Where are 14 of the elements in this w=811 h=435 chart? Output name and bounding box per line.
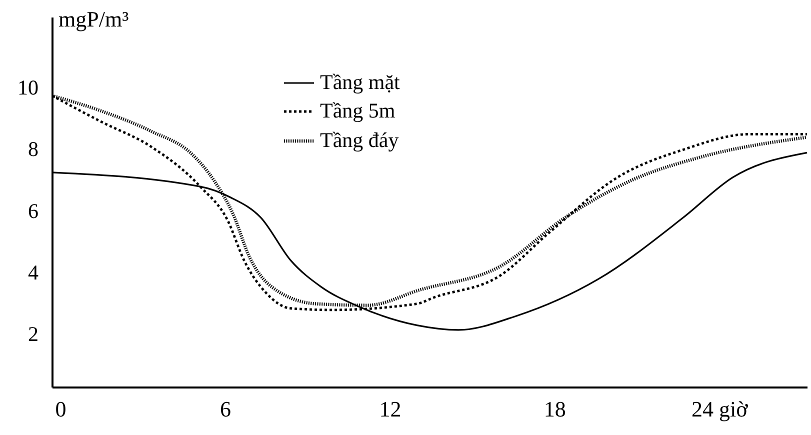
legend-label: Tầng đáy [320, 128, 400, 152]
x-tick-label: 0 [55, 396, 66, 422]
x-tick-label: 12 [379, 396, 402, 422]
y-tick-label: 10 [18, 75, 38, 100]
y-axis-title: mgP/m³ [58, 6, 130, 32]
x-tick-label: 24 giờ [692, 396, 748, 422]
y-tick-label: 4 [28, 260, 39, 284]
y-tick-label: 6 [28, 198, 38, 223]
x-tick-label: 18 [544, 396, 566, 422]
legend-label: Tầng mặt [320, 70, 400, 94]
y-tick-label: 2 [28, 322, 38, 346]
y-tick-label: 8 [28, 137, 38, 162]
legend-label: Tầng 5m [320, 98, 396, 122]
x-tick-label: 6 [220, 396, 231, 422]
